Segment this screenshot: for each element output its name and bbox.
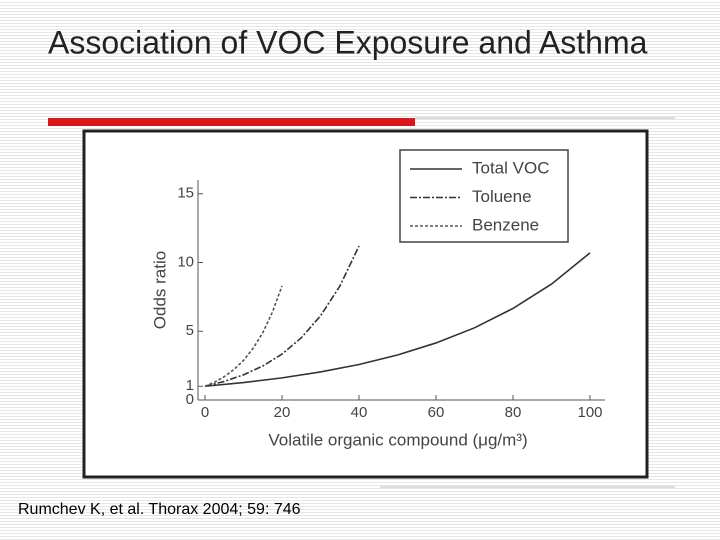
title-bar <box>48 118 415 126</box>
citation: Rumchev K, et al. Thorax 2004; 59: 746 <box>18 501 301 518</box>
x-tick-label: 0 <box>201 404 209 421</box>
series-line <box>204 245 360 388</box>
x-tick-label: 60 <box>428 404 445 421</box>
x-tick-label: 80 <box>505 404 522 421</box>
legend-label: Toluene <box>472 187 532 206</box>
x-axis-label: Volatile organic compound (μg/m³) <box>268 430 527 449</box>
x-tick-label: 20 <box>274 404 291 421</box>
y-tick-label: 15 <box>177 185 194 202</box>
legend-label: Benzene <box>472 215 539 234</box>
y-tick-label: 10 <box>177 253 194 270</box>
series-line <box>204 252 591 388</box>
legend-label: Total VOC <box>472 158 549 177</box>
x-tick-label: 40 <box>351 404 368 421</box>
y-axis-label: Odds ratio <box>150 251 169 329</box>
x-tick-label: 100 <box>577 404 602 421</box>
series-line <box>204 285 283 387</box>
y-tick-label: 5 <box>186 322 194 339</box>
slide-title: Association of VOC Exposure and Asthma <box>48 24 648 60</box>
y-tick-label: 1 <box>186 377 194 394</box>
y-tick-label: 0 <box>186 391 194 408</box>
